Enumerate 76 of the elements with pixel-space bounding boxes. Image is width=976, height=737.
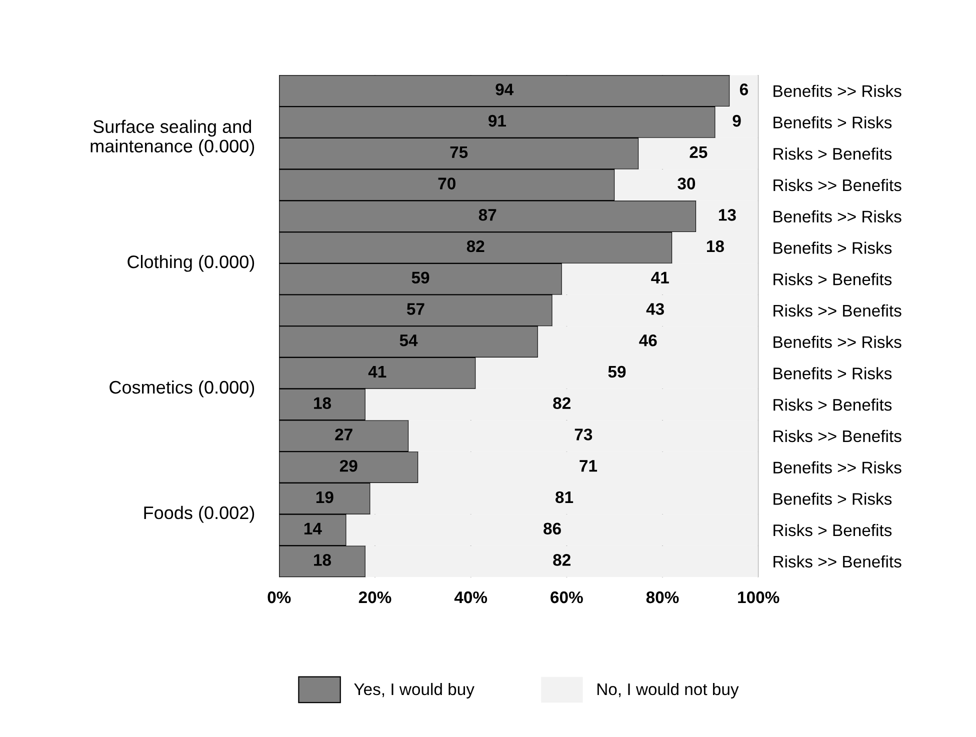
bar — [696, 200, 758, 232]
data-label: 71 — [580, 460, 598, 472]
y-tick-label: Benefits > Risks — [774, 367, 892, 380]
y-tick-label: Benefits >> Risks — [774, 210, 902, 223]
data-label: 82 — [553, 397, 570, 410]
data-label: 73 — [574, 428, 592, 440]
bar — [538, 326, 758, 358]
bar — [418, 452, 758, 483]
data-label: 59 — [608, 366, 626, 378]
text: Surface sealing and maintenance (0.000) — [90, 120, 254, 156]
text: Cosmetics (0.000) — [110, 380, 254, 398]
bar — [552, 294, 758, 326]
x-tick-label: 60% — [550, 591, 583, 604]
y-tick-label: Risks >> Benefits — [774, 304, 902, 317]
x-tick-label: 0% — [268, 591, 291, 604]
data-label: 86 — [544, 522, 561, 534]
y-tick-label: Benefits > Risks — [774, 242, 892, 254]
y-tick-label: Risks >> Benefits — [774, 555, 902, 568]
data-label: 82 — [466, 240, 484, 252]
data-label: 6 — [740, 84, 748, 96]
y-tick-label: Benefits >> Risks — [774, 84, 902, 98]
bar — [672, 232, 758, 264]
data-label: 46 — [639, 334, 657, 346]
bar — [408, 420, 758, 452]
data-label: 70 — [438, 178, 456, 190]
bar — [346, 514, 758, 546]
data-label: 9 — [732, 114, 741, 127]
data-label: 59 — [412, 272, 430, 284]
bar — [370, 482, 758, 514]
bar — [614, 169, 758, 201]
y-tick-label: Benefits >> Risks — [774, 461, 902, 474]
y-tick-label: Risks > Benefits — [774, 148, 892, 160]
x-tick-label: 100% — [738, 591, 780, 604]
data-label: 19 — [316, 491, 334, 504]
data-label: 57 — [406, 303, 424, 315]
legend-label: Yes, I would buy — [354, 682, 474, 698]
data-label: 87 — [478, 209, 496, 221]
data-label: 25 — [690, 146, 708, 158]
data-label: 91 — [488, 114, 506, 127]
data-label: 82 — [553, 554, 570, 566]
y-tick-label: Benefits >> Risks — [774, 336, 902, 348]
y-tick-label: Risks >> Benefits — [774, 430, 902, 442]
text: Foods (0.002) — [144, 506, 254, 523]
legend-label: No, I would not buy — [597, 682, 739, 698]
data-label: 14 — [304, 522, 322, 534]
y-tick-label: Benefits > Risks — [774, 116, 892, 128]
data-label: 41 — [368, 366, 386, 378]
data-label: 29 — [340, 460, 358, 472]
data-label: 18 — [314, 397, 332, 410]
y-tick-label: Risks >> Benefits — [774, 178, 902, 192]
bar — [365, 388, 758, 420]
data-label: 30 — [678, 178, 696, 190]
data-label: 13 — [718, 209, 736, 221]
x-tick-label: 40% — [454, 591, 488, 604]
y-tick-label: Risks > Benefits — [774, 398, 892, 411]
data-label: 41 — [651, 272, 669, 284]
bar — [562, 263, 758, 295]
y-tick-label: Benefits > Risks — [774, 492, 892, 505]
data-label: 18 — [314, 554, 332, 566]
text: Clothing (0.000) — [128, 254, 254, 272]
data-label: 81 — [556, 491, 574, 504]
data-label: 75 — [450, 146, 468, 158]
data-label: 94 — [496, 84, 514, 96]
bar — [715, 106, 758, 138]
bar — [638, 138, 758, 170]
x-tick-label: 80% — [646, 591, 679, 604]
y-tick-label: Risks > Benefits — [774, 273, 892, 286]
data-label: 43 — [646, 303, 664, 315]
data-label: 18 — [707, 240, 724, 252]
bar — [730, 75, 758, 107]
bar — [365, 546, 758, 578]
data-label: 54 — [400, 334, 418, 346]
y-tick-label: Risks > Benefits — [774, 524, 892, 536]
x-tick-label: 20% — [358, 591, 392, 604]
bar — [476, 357, 758, 389]
data-label: 27 — [335, 428, 352, 440]
